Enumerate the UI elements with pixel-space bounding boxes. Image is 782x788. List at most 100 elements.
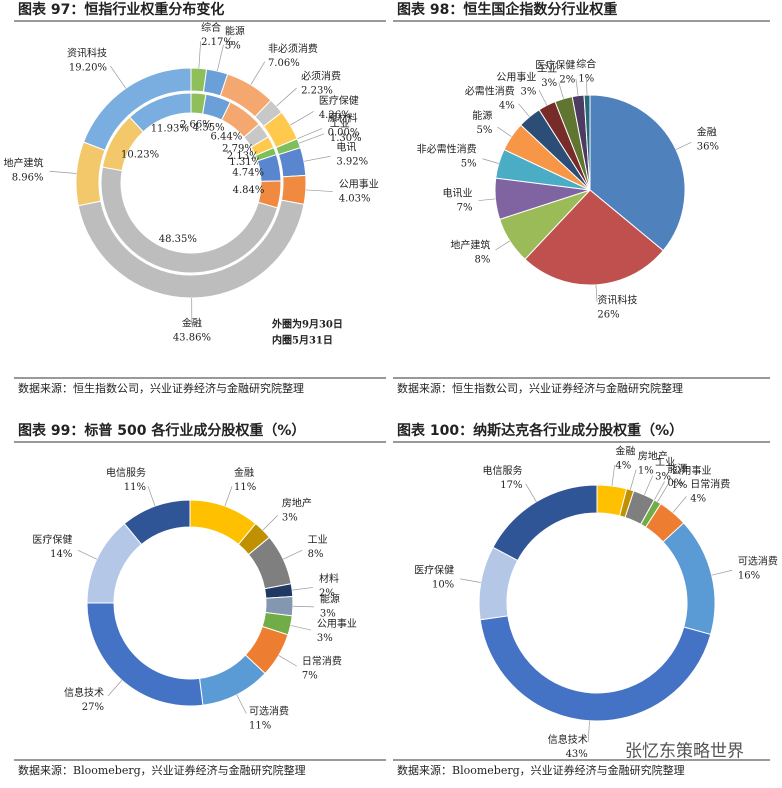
leader-line	[305, 189, 333, 192]
value-label: 8%	[474, 255, 490, 266]
source: 数据来源：Bloomeberg，兴业证券经济与金融研究院整理	[18, 763, 306, 777]
chart-title: 图表 97：恒指行业权重分布变化	[18, 1, 224, 18]
category-label: 可选消费	[738, 554, 778, 567]
value-label: 5%	[461, 159, 477, 170]
category-label: 房地产	[638, 449, 668, 462]
leader-line	[236, 694, 247, 714]
leader-line	[77, 549, 97, 560]
leader-line	[303, 155, 331, 162]
leader-line	[587, 720, 590, 742]
value-label: 11%	[234, 482, 256, 493]
leader-line	[250, 61, 266, 85]
slice	[86, 602, 204, 707]
value-label: 8%	[308, 549, 324, 560]
value-label: 4.26%	[319, 110, 351, 121]
category-label: 信息技术	[548, 733, 588, 746]
slice	[280, 174, 307, 205]
slice	[123, 499, 191, 546]
value-label: 4.74%	[232, 168, 264, 179]
leader-line	[262, 515, 278, 531]
value-label: 7%	[302, 671, 318, 682]
category-label: 必需性消费	[465, 85, 515, 98]
value-label: 2%	[559, 74, 575, 85]
value-label: 4%	[499, 101, 515, 112]
value-label: 3.92%	[336, 157, 368, 168]
leader-line	[49, 170, 77, 174]
leader-line	[595, 284, 598, 302]
category-label: 资讯科技	[597, 293, 637, 306]
category-label: 电信服务	[106, 466, 146, 479]
category-label: 电讯业	[443, 187, 473, 200]
value-label: 7.06%	[268, 58, 300, 69]
leader-line	[198, 41, 202, 69]
leader-line	[575, 78, 579, 96]
value-label: 1.31%	[229, 157, 261, 168]
leader-line	[586, 78, 588, 96]
value-label: 11%	[124, 482, 146, 493]
category-label: 医疗保健	[535, 58, 575, 71]
value-label: 11.93%	[151, 124, 189, 135]
leader-line	[558, 82, 564, 99]
category-label: 能源	[667, 462, 687, 475]
category-label: 非必须消费	[268, 42, 318, 55]
value-label: 7%	[457, 203, 473, 214]
category-label: 日常消费	[302, 655, 342, 668]
leader-line	[110, 65, 127, 89]
leader-line	[276, 87, 297, 107]
value-label: 14%	[50, 549, 72, 560]
category-label: 电信服务	[483, 464, 523, 477]
leader-line	[290, 625, 312, 631]
value-label: 3%	[317, 633, 333, 644]
category-label: 医疗保健	[319, 94, 359, 107]
value-label: 4%	[690, 493, 706, 504]
slice	[662, 522, 716, 636]
category-label: 能源	[320, 593, 340, 606]
value-label: 5%	[477, 125, 493, 136]
value-label: 3%	[320, 609, 336, 620]
slice	[478, 546, 519, 621]
value-label: 43.86%	[173, 332, 211, 343]
category-label: 能源	[225, 24, 245, 37]
slice	[589, 94, 686, 252]
category-label: 地产建筑	[450, 239, 490, 252]
watermark: 张忆东策略世界	[625, 742, 744, 762]
leader-line	[654, 481, 665, 501]
category-label: 医疗保健	[32, 533, 72, 546]
leader-line	[216, 44, 224, 72]
value-label: 2.17%	[201, 37, 233, 48]
chart-title: 图表 99：标普 500 各行业成分股权重（%）	[18, 422, 305, 439]
value-label: 3%	[655, 472, 671, 483]
category-label: 原材料	[328, 112, 358, 125]
value-label: 1.30%	[330, 133, 362, 144]
value-label: 1%	[578, 74, 594, 85]
leader-line	[538, 90, 548, 106]
value-label: 2.66%	[180, 120, 212, 131]
category-label: 非必需性消费	[417, 143, 477, 156]
category-label: 金融	[697, 125, 717, 138]
category-label: 地产建筑	[4, 156, 44, 169]
category-label: 工业	[308, 534, 328, 546]
value-label: 43%	[566, 749, 588, 760]
value-label: 16%	[738, 570, 760, 581]
slice	[82, 67, 192, 151]
value-label: 10.23%	[121, 150, 159, 161]
annotation: 外圈为9月30日	[271, 318, 343, 331]
source: 数据来源：恒生指数公司，兴业证券经济与金融研究院整理	[18, 381, 304, 395]
value-label: 4.03%	[339, 193, 371, 204]
category-label: 可选消费	[249, 704, 289, 717]
leader-line	[497, 126, 512, 137]
category-label: 公用事业	[339, 177, 379, 190]
value-label: 2%	[319, 588, 335, 599]
category-label: 资讯科技	[67, 47, 107, 60]
category-label: 金融	[234, 466, 254, 479]
leader-line	[672, 496, 687, 513]
category-label: 日常消费	[690, 477, 730, 490]
leader-line	[482, 158, 499, 164]
source: 数据来源：Bloomeberg，兴业证券经济与金融研究院整理	[397, 763, 685, 777]
value-label: 1%	[671, 480, 687, 491]
category-label: 综合	[201, 21, 221, 34]
value-label: 26%	[597, 309, 619, 320]
slice	[583, 94, 591, 191]
category-label: 金融	[615, 445, 635, 458]
leader-line	[643, 475, 654, 496]
